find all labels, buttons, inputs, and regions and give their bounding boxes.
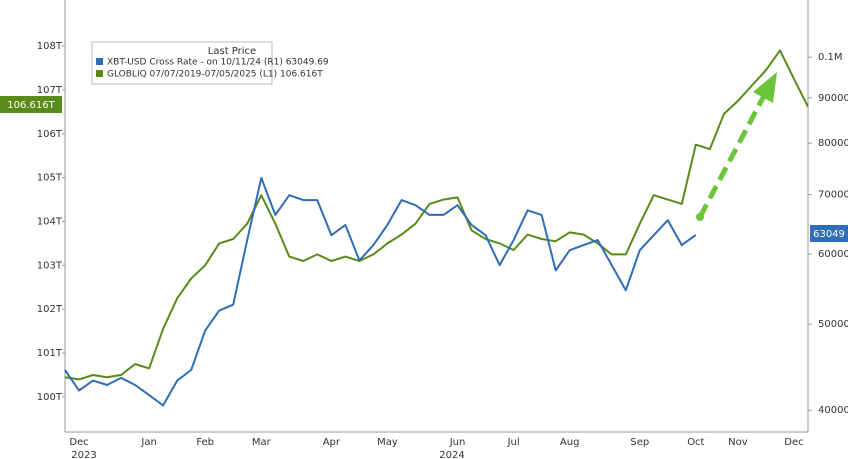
x-year-label: 2023 [71,450,96,459]
x-tick-label: Jun [449,437,466,448]
legend-entry: GLOBLIQ 07/07/2019-07/05/2025 (L1) 106.6… [107,70,323,80]
legend-box [91,41,273,85]
x-year-label: 2024 [439,450,464,459]
plot [64,49,809,407]
arrow-start [696,213,704,221]
y-tick-label: 103T [37,260,63,271]
right-last-label: 63049 [813,229,845,240]
right-last-tag [810,225,848,242]
series-line [64,176,697,407]
legend-swatch [96,58,103,65]
x-tick-label: Apr [323,437,341,448]
x-tick-label: May [377,437,398,448]
left-last-tag [0,96,62,113]
x-tick-label: Aug [560,437,580,448]
legend-title: Last Price [208,46,256,57]
x-tick-label: Dec [69,437,88,448]
y2-tick-label: 60000 [818,249,848,260]
y-tick-label: 101T [37,348,63,359]
y-tick-label: 108T [37,41,63,52]
legend-entry: XBT-USD Cross Rate - on 10/11/24 (R1) 63… [107,58,329,68]
y-tick-label: 105T [37,173,63,184]
x-tick-label: Nov [728,437,748,448]
x-tick-label: Sep [630,437,649,448]
trend-arrow [696,72,777,221]
y-tick-label: 104T [37,216,63,227]
legend-swatch [96,70,103,77]
x-tick-label: Oct [687,437,704,448]
y-tick-label: 100T [37,392,63,403]
series-line [64,49,809,381]
left-last-label: 106.616T [7,100,55,111]
y2-tick-label: 90000 [818,93,848,104]
legend: Last Price XBT-USD Cross Rate - on 10/11… [91,41,329,85]
y-tick-label: 106T [37,129,63,140]
x-tick-label: Jan [140,437,156,448]
arrow-head [753,72,777,103]
x-tick-label: Feb [196,437,214,448]
x-tick-label: Dec [784,437,803,448]
y2-tick-label: 70000 [818,190,848,201]
arrow-shaft [697,90,769,219]
y2-tick-label: 40000 [818,405,848,416]
y2-tick-label: 80000 [818,138,848,149]
x-tick-label: Mar [252,437,272,448]
y-tick-label: 102T [37,304,63,315]
y2-tick-label: 0.1M [818,52,843,63]
y2-tick-label: 50000 [818,319,848,330]
x-tick-label: Jul [507,437,520,448]
y-tick-label: 107T [37,85,63,96]
